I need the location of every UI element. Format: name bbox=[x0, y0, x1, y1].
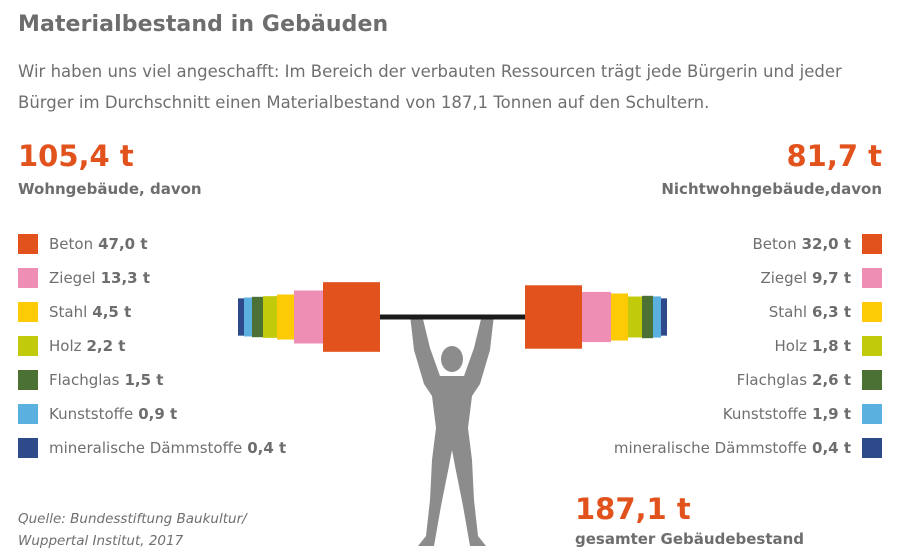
legend-item-mineralische-daemmstoffe: mineralische Dämmstoffe 0,4 t bbox=[18, 431, 286, 465]
plate-beton bbox=[323, 282, 380, 352]
plate-beton bbox=[525, 285, 582, 349]
legend-swatch bbox=[18, 438, 38, 458]
legend-swatch bbox=[862, 268, 882, 288]
legend-swatch bbox=[862, 438, 882, 458]
legend-value: 2,2 t bbox=[86, 337, 126, 355]
legend-swatch bbox=[862, 336, 882, 356]
source-line-2: Wuppertal Institut, 2017 bbox=[18, 533, 184, 549]
plate-kunststoffe bbox=[653, 296, 661, 338]
legend-name: Ziegel bbox=[760, 269, 808, 287]
legend-item-flachglas: Flachglas 2,6 t bbox=[614, 363, 882, 397]
legend-name: Flachglas bbox=[49, 371, 120, 389]
legend-swatch bbox=[18, 234, 38, 254]
legend-name: mineralische Dämmstoffe bbox=[49, 439, 243, 457]
legend-item-beton: Beton 32,0 t bbox=[614, 227, 882, 261]
legend-nichtwohngebaeude: Beton 32,0 t Ziegel 9,7 t Stahl 6,3 t Holz 1,8 … bbox=[614, 227, 882, 465]
legend-value: 2,6 t bbox=[812, 371, 851, 389]
plate-mineralische-daemmstoffe bbox=[661, 298, 667, 336]
legend-swatch bbox=[18, 370, 38, 390]
right-total-value: 81,7 t bbox=[786, 139, 882, 173]
plate-mineralische-daemmstoffe bbox=[238, 298, 244, 336]
plate-stahl bbox=[277, 294, 294, 340]
legend-value: 4,5 t bbox=[92, 303, 132, 321]
legend-value: 0,4 t bbox=[247, 439, 287, 457]
legend-swatch bbox=[18, 336, 38, 356]
chart-title: Materialbestand in Gebäuden bbox=[18, 12, 389, 37]
legend-item-ziegel: Ziegel 13,3 t bbox=[18, 261, 286, 295]
figure-body bbox=[410, 315, 494, 546]
legend-item-kunststoffe: Kunststoffe 0,9 t bbox=[18, 397, 286, 431]
legend-value: 1,5 t bbox=[124, 371, 164, 389]
legend-name: Stahl bbox=[768, 303, 808, 321]
chart-subtitle: Wir haben uns viel angeschafft: Im Berei… bbox=[18, 62, 842, 112]
legend-name: Beton bbox=[752, 235, 797, 253]
plate-flachglas bbox=[252, 296, 263, 338]
legend-value: 0,4 t bbox=[812, 439, 851, 457]
grand-total-label: gesamter Gebäudebestand bbox=[575, 530, 805, 548]
legend-value: 32,0 t bbox=[801, 235, 851, 253]
legend-item-holz: Holz 1,8 t bbox=[614, 329, 882, 363]
legend-swatch bbox=[862, 404, 882, 424]
legend-name: Stahl bbox=[49, 303, 88, 321]
legend-value: 1,9 t bbox=[812, 405, 851, 423]
legend-swatch bbox=[18, 404, 38, 424]
legend-name: Holz bbox=[49, 337, 82, 355]
plate-kunststoffe bbox=[244, 297, 252, 337]
plate-flachglas bbox=[642, 295, 653, 339]
legend-value: 13,3 t bbox=[100, 269, 150, 287]
legend-swatch bbox=[18, 268, 38, 288]
legend-name: mineralische Dämmstoffe bbox=[613, 439, 808, 457]
legend-swatch bbox=[862, 370, 882, 390]
legend-value: 9,7 t bbox=[812, 269, 851, 287]
left-group-label: Wohngebäude, davon bbox=[18, 180, 202, 198]
plate-ziegel bbox=[582, 291, 611, 343]
legend-value: 47,0 t bbox=[98, 235, 148, 253]
source-note: Quelle: Bundesstiftung Baukultur/ Wupper… bbox=[18, 508, 247, 552]
legend-item-stahl: Stahl 6,3 t bbox=[614, 295, 882, 329]
legend-name: Ziegel bbox=[49, 269, 96, 287]
plates-nichtwohngebaeude bbox=[525, 285, 667, 349]
legend-value: 1,8 t bbox=[812, 337, 851, 355]
legend-item-flachglas: Flachglas 1,5 t bbox=[18, 363, 286, 397]
legend-item-beton: Beton 47,0 t bbox=[18, 227, 286, 261]
legend-item-ziegel: Ziegel 9,7 t bbox=[614, 261, 882, 295]
barbell-bar bbox=[380, 314, 525, 320]
plate-stahl bbox=[611, 293, 628, 341]
grand-total-value: 187,1 t bbox=[575, 492, 691, 526]
plate-ziegel bbox=[294, 290, 323, 344]
figure-head bbox=[441, 346, 463, 372]
weightlifter-figure bbox=[410, 315, 494, 546]
legend-name: Holz bbox=[774, 337, 808, 355]
legend-name: Flachglas bbox=[736, 371, 808, 389]
legend-wohngebaeude: Beton 47,0 t Ziegel 13,3 t Stahl 4,5 t Holz 2,2… bbox=[18, 227, 286, 465]
source-line-1: Quelle: Bundesstiftung Baukultur/ bbox=[18, 511, 247, 527]
plate-holz bbox=[263, 296, 277, 338]
right-group-label: Nichtwohngebäude,davon bbox=[661, 180, 882, 198]
legend-item-kunststoffe: Kunststoffe 1,9 t bbox=[614, 397, 882, 431]
legend-value: 0,9 t bbox=[138, 405, 178, 423]
legend-swatch bbox=[862, 302, 882, 322]
legend-swatch bbox=[862, 234, 882, 254]
left-total-value: 105,4 t bbox=[18, 139, 134, 173]
legend-item-holz: Holz 2,2 t bbox=[18, 329, 286, 363]
legend-name: Kunststoffe bbox=[49, 405, 134, 423]
legend-name: Beton bbox=[49, 235, 94, 253]
legend-item-mineralische-daemmstoffe: mineralische Dämmstoffe 0,4 t bbox=[614, 431, 882, 465]
plates-wohngebaeude bbox=[238, 282, 380, 352]
legend-name: Kunststoffe bbox=[722, 405, 808, 423]
plate-holz bbox=[628, 296, 642, 338]
legend-item-stahl: Stahl 4,5 t bbox=[18, 295, 286, 329]
legend-value: 6,3 t bbox=[812, 303, 851, 321]
legend-swatch bbox=[18, 302, 38, 322]
